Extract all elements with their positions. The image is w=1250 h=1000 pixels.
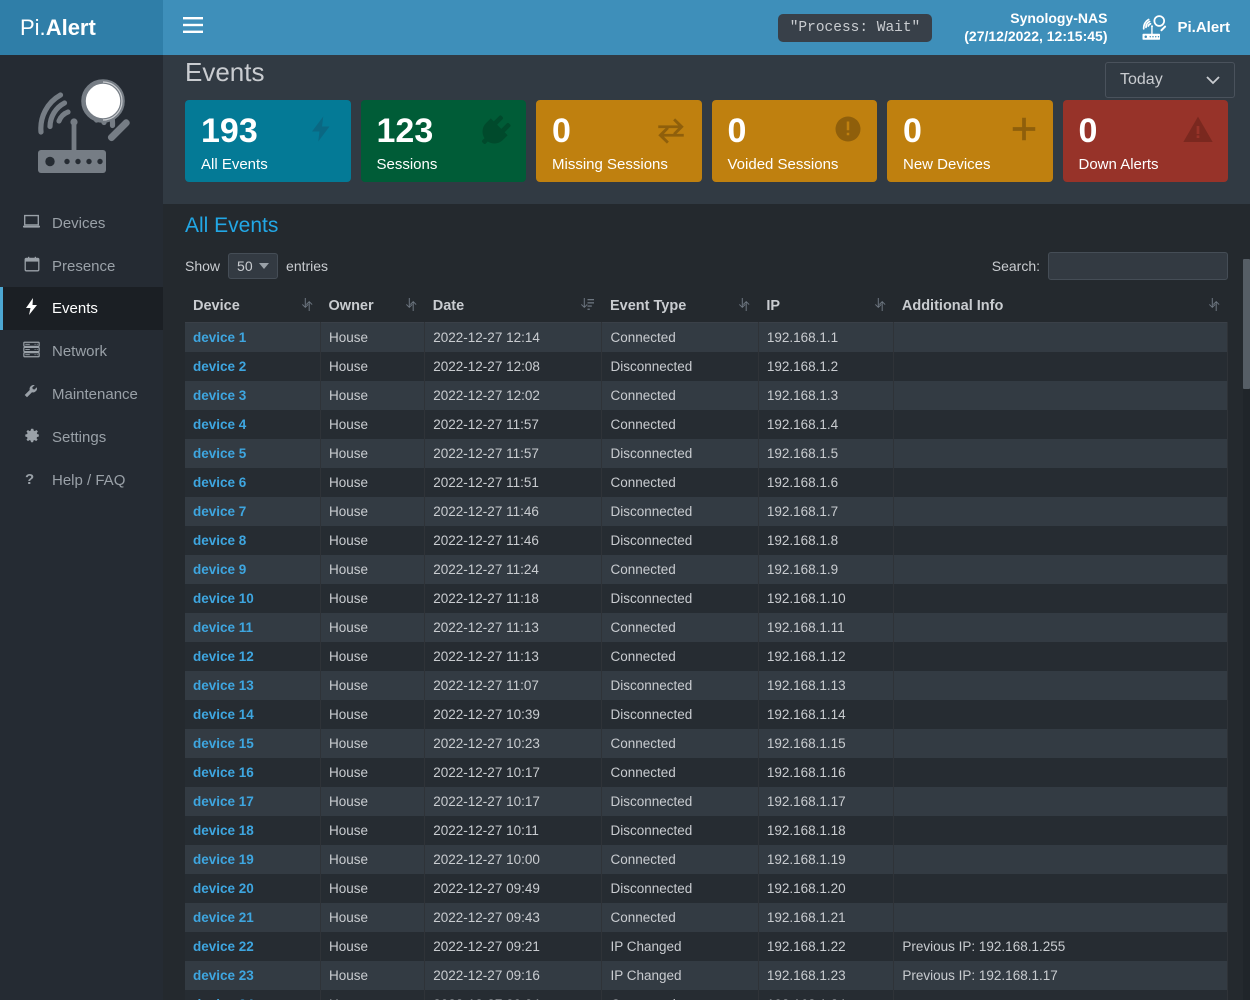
svg-text:?: ? — [25, 471, 34, 487]
